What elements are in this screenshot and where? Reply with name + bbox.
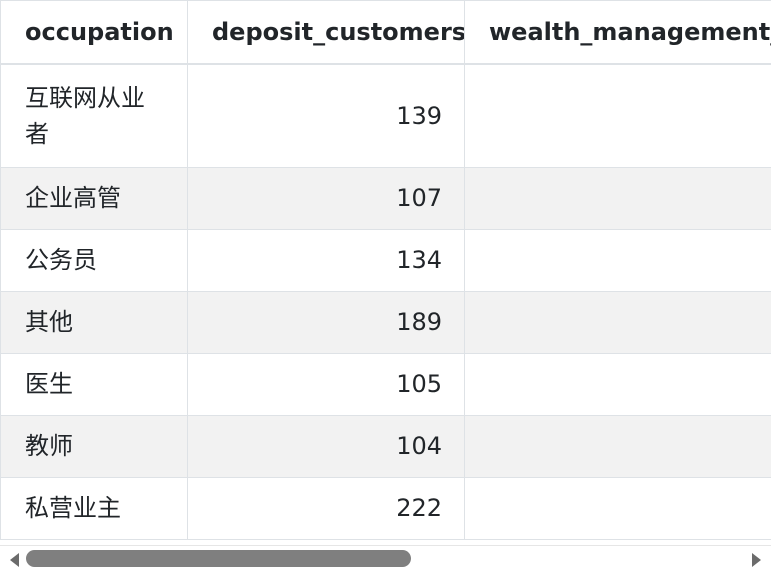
arrow-right-icon[interactable] [752, 553, 761, 567]
cell-deposit-customers: 107 [188, 167, 465, 229]
cell-occupation: 公务员 [1, 229, 188, 291]
cell-deposit-customers: 134 [188, 229, 465, 291]
cell-wealth-management [465, 167, 771, 229]
table-row: 私营业主 222 [1, 477, 771, 539]
cell-wealth-management [465, 64, 771, 167]
table-row: 其他 189 [1, 291, 771, 353]
column-header-wealth-management[interactable]: wealth_management_cu [465, 1, 771, 65]
table-header-row: occupation deposit_customers wealth_mana… [1, 1, 771, 65]
cell-deposit-customers: 139 [188, 64, 465, 167]
cell-occupation: 私营业主 [1, 477, 188, 539]
column-header-deposit-customers[interactable]: deposit_customers [188, 1, 465, 65]
arrow-left-icon[interactable] [10, 553, 19, 567]
table-viewport[interactable]: occupation deposit_customers wealth_mana… [0, 0, 771, 545]
cell-occupation: 其他 [1, 291, 188, 353]
cell-deposit-customers: 105 [188, 353, 465, 415]
scrollbar-thumb[interactable] [26, 550, 411, 567]
cell-deposit-customers: 222 [188, 477, 465, 539]
cell-wealth-management [465, 477, 771, 539]
table-row: 企业高管 107 [1, 167, 771, 229]
cell-occupation: 医生 [1, 353, 188, 415]
cell-deposit-customers: 189 [188, 291, 465, 353]
column-header-occupation[interactable]: occupation [1, 1, 188, 65]
cell-wealth-management [465, 415, 771, 477]
cell-deposit-customers: 104 [188, 415, 465, 477]
table-row: 互联网从业者 139 [1, 64, 771, 167]
horizontal-scrollbar[interactable] [0, 545, 771, 571]
cell-wealth-management [465, 353, 771, 415]
table-row: 医生 105 [1, 353, 771, 415]
table-row: 公务员 134 [1, 229, 771, 291]
cell-occupation: 互联网从业者 [1, 64, 188, 167]
cell-wealth-management [465, 291, 771, 353]
cell-occupation: 教师 [1, 415, 188, 477]
table-row: 教师 104 [1, 415, 771, 477]
cell-wealth-management [465, 229, 771, 291]
data-table: occupation deposit_customers wealth_mana… [0, 0, 771, 540]
cell-occupation: 企业高管 [1, 167, 188, 229]
